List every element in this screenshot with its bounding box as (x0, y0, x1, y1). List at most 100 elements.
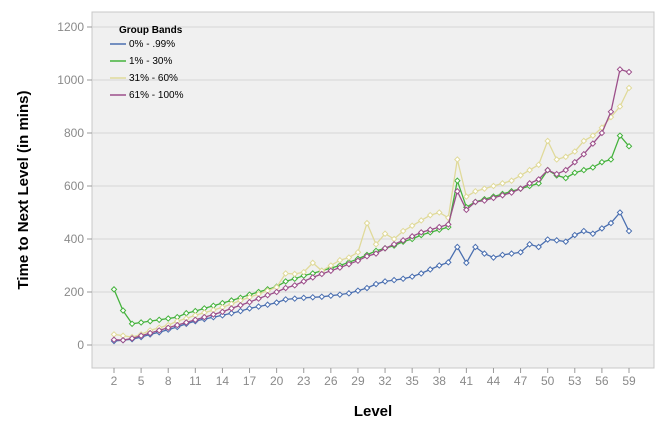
data-point (562, 238, 570, 245)
data-point (264, 301, 271, 309)
data-point (210, 311, 217, 318)
data-point (625, 227, 633, 235)
data-point (580, 227, 588, 235)
series-line (113, 211, 630, 342)
data-point (481, 250, 488, 257)
x-tick-label: 56 (595, 374, 609, 388)
series-line (113, 68, 630, 341)
legend-item: 31% - 60% (110, 73, 178, 84)
data-point (417, 229, 425, 236)
data-point (499, 251, 506, 259)
data-point (508, 250, 515, 257)
data-point (571, 158, 579, 166)
data-point (291, 295, 299, 302)
data-point (291, 275, 299, 283)
data-point (282, 296, 289, 303)
data-point (282, 270, 289, 277)
data-point (255, 295, 262, 302)
data-point (363, 219, 371, 227)
data-point (616, 103, 624, 110)
x-tick-label: 41 (460, 374, 474, 388)
data-point (472, 243, 479, 251)
data-point (390, 240, 398, 248)
data-point (309, 293, 317, 301)
data-point (499, 191, 506, 199)
data-point (372, 240, 380, 248)
data-point (435, 262, 443, 269)
data-point (246, 305, 253, 312)
data-point (589, 140, 597, 147)
data-point (607, 108, 615, 116)
y-tick-label: 200 (64, 285, 84, 299)
data-point (580, 137, 588, 145)
data-point (616, 66, 624, 73)
data-point (345, 260, 353, 268)
data-point (318, 270, 326, 278)
data-point (201, 313, 208, 321)
x-tick-label: 29 (351, 374, 365, 388)
data-point (562, 174, 570, 182)
data-point (345, 254, 353, 261)
data-point (426, 211, 434, 219)
data-point (562, 153, 570, 161)
data-point (300, 294, 308, 302)
data-point (219, 308, 226, 316)
x-tick-label: 17 (243, 374, 257, 388)
x-tick-label: 14 (216, 374, 230, 388)
y-tick-label: 800 (64, 126, 84, 140)
data-point (327, 267, 335, 275)
series-line (113, 87, 630, 338)
data-point (282, 284, 289, 292)
data-point (463, 259, 470, 267)
data-point (354, 248, 362, 256)
data-point (426, 266, 434, 273)
data-point (571, 148, 579, 155)
data-point (544, 236, 551, 243)
data-point (155, 327, 163, 334)
data-point (110, 286, 118, 293)
data-point (173, 321, 181, 329)
data-point (472, 198, 479, 206)
data-point (137, 319, 145, 326)
x-axis-ticks: 2 5 8 11 14 17 20 23 26 29 32 35 38 41 44 47 50 53 56 59 (111, 368, 636, 388)
data-point (435, 209, 443, 216)
data-point (444, 221, 452, 228)
x-tick-label: 47 (514, 374, 528, 388)
data-point (336, 264, 344, 271)
x-tick-label: 32 (378, 374, 392, 388)
data-point (444, 259, 452, 266)
data-point (517, 172, 524, 179)
y-tick-label: 400 (64, 232, 84, 246)
data-point (625, 68, 633, 76)
data-point (580, 150, 588, 158)
legend-label: 1% - 30% (129, 56, 172, 67)
data-point (219, 312, 226, 319)
data-point (526, 240, 533, 248)
x-tick-label: 5 (138, 374, 145, 388)
data-point (625, 84, 633, 92)
data-point (228, 309, 235, 317)
legend: Group Bands 0% - .99% 1% - 30% 31% - 60% 61… (110, 25, 184, 101)
plot-area (91, 11, 655, 369)
data-point (562, 166, 570, 174)
legend-label: 61% - 100% (129, 90, 184, 101)
data-point (499, 180, 506, 187)
data-point (553, 237, 561, 244)
data-point (119, 307, 127, 314)
data-point (426, 226, 434, 234)
data-point (309, 259, 317, 267)
data-point (164, 315, 172, 322)
data-point (481, 185, 488, 192)
x-tick-label: 50 (541, 374, 555, 388)
data-point (472, 187, 479, 195)
data-point (399, 237, 407, 244)
x-axis-title: Level (354, 403, 392, 420)
data-point (264, 291, 271, 299)
data-point (408, 233, 416, 240)
data-point (146, 317, 154, 325)
data-point (273, 288, 280, 296)
data-point (291, 270, 299, 278)
series-3 (110, 66, 633, 344)
data-point (300, 278, 308, 285)
